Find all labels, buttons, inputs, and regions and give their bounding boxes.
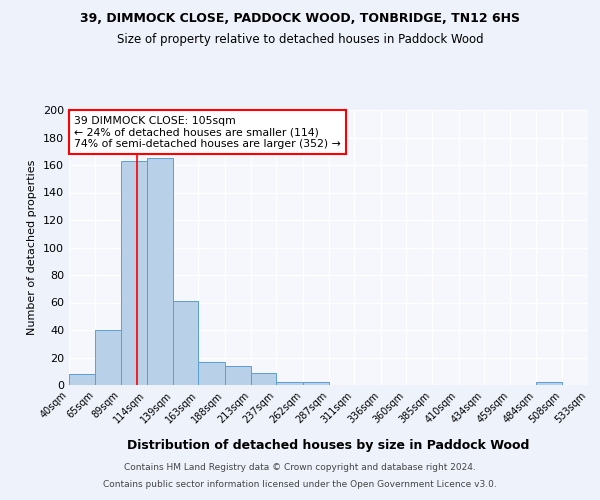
Bar bbox=[147, 158, 173, 385]
Bar bbox=[69, 374, 95, 385]
Bar bbox=[277, 382, 303, 385]
Y-axis label: Number of detached properties: Number of detached properties bbox=[28, 160, 37, 335]
Bar bbox=[251, 372, 277, 385]
Bar bbox=[121, 161, 147, 385]
Text: 39, DIMMOCK CLOSE, PADDOCK WOOD, TONBRIDGE, TN12 6HS: 39, DIMMOCK CLOSE, PADDOCK WOOD, TONBRID… bbox=[80, 12, 520, 26]
Bar bbox=[95, 330, 121, 385]
Bar bbox=[225, 366, 251, 385]
Text: Contains HM Land Registry data © Crown copyright and database right 2024.: Contains HM Land Registry data © Crown c… bbox=[124, 464, 476, 472]
Text: Size of property relative to detached houses in Paddock Wood: Size of property relative to detached ho… bbox=[116, 32, 484, 46]
Text: Contains public sector information licensed under the Open Government Licence v3: Contains public sector information licen… bbox=[103, 480, 497, 489]
Bar bbox=[303, 382, 329, 385]
Bar bbox=[173, 301, 199, 385]
Bar bbox=[199, 362, 225, 385]
X-axis label: Distribution of detached houses by size in Paddock Wood: Distribution of detached houses by size … bbox=[127, 438, 530, 452]
Text: 39 DIMMOCK CLOSE: 105sqm
← 24% of detached houses are smaller (114)
74% of semi-: 39 DIMMOCK CLOSE: 105sqm ← 24% of detach… bbox=[74, 116, 341, 148]
Bar bbox=[536, 382, 562, 385]
